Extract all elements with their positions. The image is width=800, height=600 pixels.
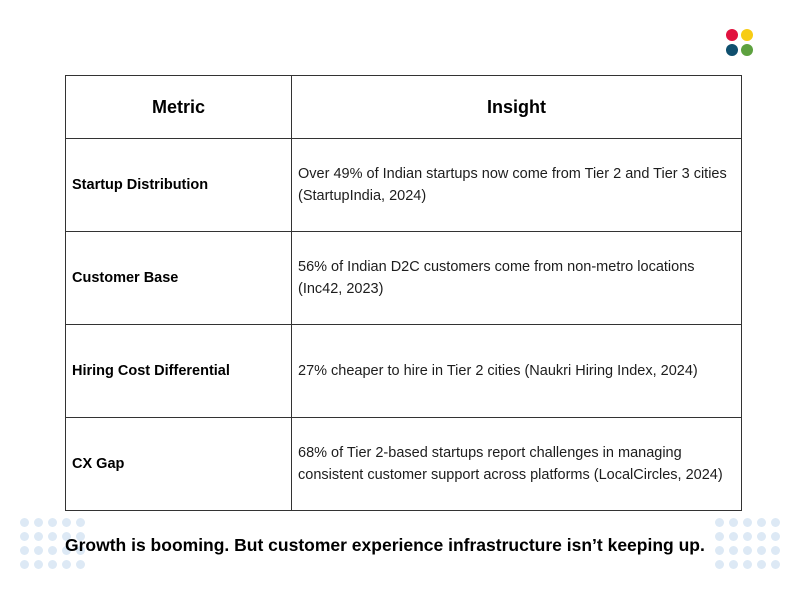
table-row: CX Gap 68% of Tier 2-based startups repo… [65,417,742,511]
insight-column-header: Insight [291,75,742,139]
table-row: Hiring Cost Differential 27% cheaper to … [65,324,742,418]
table-row: Startup Distribution Over 49% of Indian … [65,138,742,232]
tagline-text: Growth is booming. But customer experien… [65,535,705,555]
metric-cell: Customer Base [65,231,292,325]
green-dot-icon [741,44,753,56]
yellow-dot-icon [741,29,753,41]
insight-cell: Over 49% of Indian startups now come fro… [291,138,742,232]
metric-cell: Hiring Cost Differential [65,324,292,418]
metrics-table: Metric Insight Startup Distribution Over… [65,75,742,511]
table-row: Customer Base 56% of Indian D2C customer… [65,231,742,325]
insight-cell: 56% of Indian D2C customers come from no… [291,231,742,325]
metric-cell: CX Gap [65,417,292,511]
decorative-dot-grid-right-icon [715,518,781,570]
metric-column-header: Metric [65,75,292,139]
red-dot-icon [726,29,738,41]
insight-cell: 68% of Tier 2-based startups report chal… [291,417,742,511]
decorative-dot-grid-left-icon [20,518,86,570]
navy-dot-icon [726,44,738,56]
table-header-row: Metric Insight [65,75,742,139]
four-dot-logo-icon [726,29,754,57]
insight-cell: 27% cheaper to hire in Tier 2 cities (Na… [291,324,742,418]
metric-cell: Startup Distribution [65,138,292,232]
